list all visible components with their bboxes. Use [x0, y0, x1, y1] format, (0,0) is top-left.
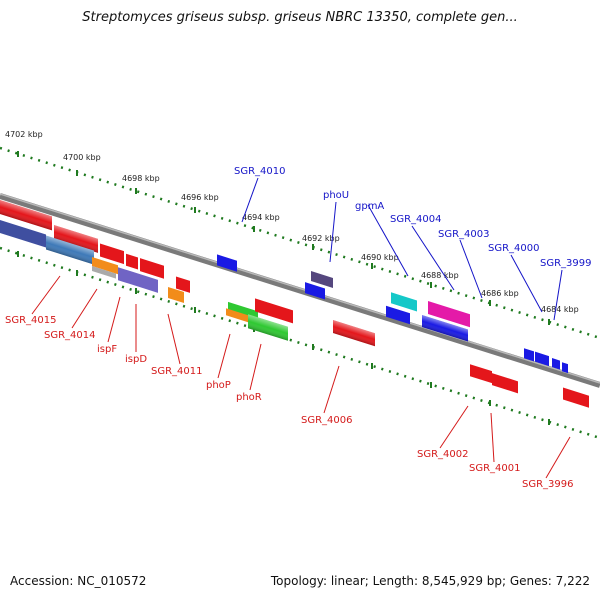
gene-block	[0, 200, 52, 231]
gene-label-top: SGR_4003	[438, 229, 490, 240]
bottom-ruler	[0, 246, 600, 440]
gene-block	[168, 286, 184, 304]
gene-block	[54, 225, 98, 253]
gene-block	[226, 308, 248, 323]
map-title: Streptomyces griseus subsp. griseus NBRC…	[82, 10, 518, 25]
gene-label-bottom: SGR_3996	[522, 479, 574, 490]
gene-label-top: SGR_4010	[234, 166, 286, 177]
gene-block	[100, 243, 124, 265]
gene-block	[562, 362, 568, 374]
ruler-label: 4688 kbp	[421, 271, 459, 280]
ruler-label: 4690 kbp	[361, 253, 399, 262]
gene-label-bottom: SGR_4014	[44, 330, 96, 341]
top-ruler-ticks	[17, 151, 550, 325]
gene-block	[46, 235, 94, 265]
gene-block	[118, 267, 158, 293]
genome-backbone-highlight	[0, 193, 600, 384]
gene-block	[428, 300, 470, 328]
gene-block	[0, 200, 589, 408]
gene-label-bottom: SGR_4001	[469, 463, 521, 474]
gene-block	[0, 220, 46, 248]
gene-block	[391, 292, 417, 312]
gene-block	[470, 364, 492, 384]
gene-block	[386, 305, 410, 325]
ruler-label: 4702 kbp	[5, 130, 43, 139]
topology-summary: Topology: linear; Length: 8,545,929 bp; …	[270, 574, 590, 588]
ruler-labels: 4702 kbp 4700 kbp 4698 kbp 4696 kbp 4694…	[5, 130, 579, 314]
gene-block	[492, 373, 518, 394]
gene-block	[524, 348, 534, 362]
ruler-label: 4700 kbp	[63, 153, 101, 162]
ruler-label: 4686 kbp	[481, 289, 519, 298]
bottom-leader-lines	[31, 275, 571, 479]
accession-text: Accession: NC_010572	[10, 574, 147, 588]
gene-block	[333, 319, 375, 347]
gene-label-top: SGR_4000	[488, 243, 540, 254]
gene-label-top: gpmA	[355, 201, 384, 212]
gene-block	[552, 358, 560, 370]
ruler-label: 4684 kbp	[541, 305, 579, 314]
gene-block	[305, 282, 325, 300]
top-gene-labels: SGR_4010 phoU gpmA SGR_4004 SGR_4003 SGR…	[234, 166, 592, 269]
gene-block	[563, 387, 589, 408]
bottom-gene-labels: SGR_4015 SGR_4014 ispF ispD SGR_4011 pho…	[5, 315, 574, 490]
gene-block	[140, 258, 164, 279]
gene-block	[311, 271, 333, 288]
ruler-label: 4694 kbp	[242, 213, 280, 222]
gene-block	[217, 254, 237, 272]
gene-label-top: SGR_4004	[390, 214, 442, 225]
top-ruler	[0, 146, 600, 340]
gene-label-bottom: ispF	[97, 344, 117, 355]
gene-label-bottom: SGR_4002	[417, 449, 469, 460]
gene-block	[176, 276, 190, 293]
gene-block	[422, 315, 468, 342]
genome-backbone	[0, 193, 600, 388]
gene-label-top: SGR_3999	[540, 258, 592, 269]
gene-blocks	[0, 200, 589, 408]
gene-block	[92, 257, 118, 275]
gene-label-bottom: SGR_4011	[151, 366, 203, 377]
gene-label-bottom: ispD	[125, 354, 147, 365]
ruler-label: 4696 kbp	[181, 193, 219, 202]
gene-block	[92, 266, 116, 279]
gene-label-bottom: SGR_4006	[301, 415, 353, 426]
gene-label-bottom: phoR	[236, 392, 262, 403]
gene-block	[535, 351, 549, 367]
ruler-label: 4692 kbp	[302, 234, 340, 243]
gene-block	[255, 298, 293, 324]
gene-block	[248, 314, 288, 341]
ruler-label: 4698 kbp	[122, 174, 160, 183]
top-leader-lines	[241, 177, 563, 321]
gene-block	[126, 253, 138, 270]
gene-label-bottom: SGR_4015	[5, 315, 57, 326]
gene-label-bottom: phoP	[206, 380, 231, 391]
gene-label-top: phoU	[323, 190, 349, 201]
